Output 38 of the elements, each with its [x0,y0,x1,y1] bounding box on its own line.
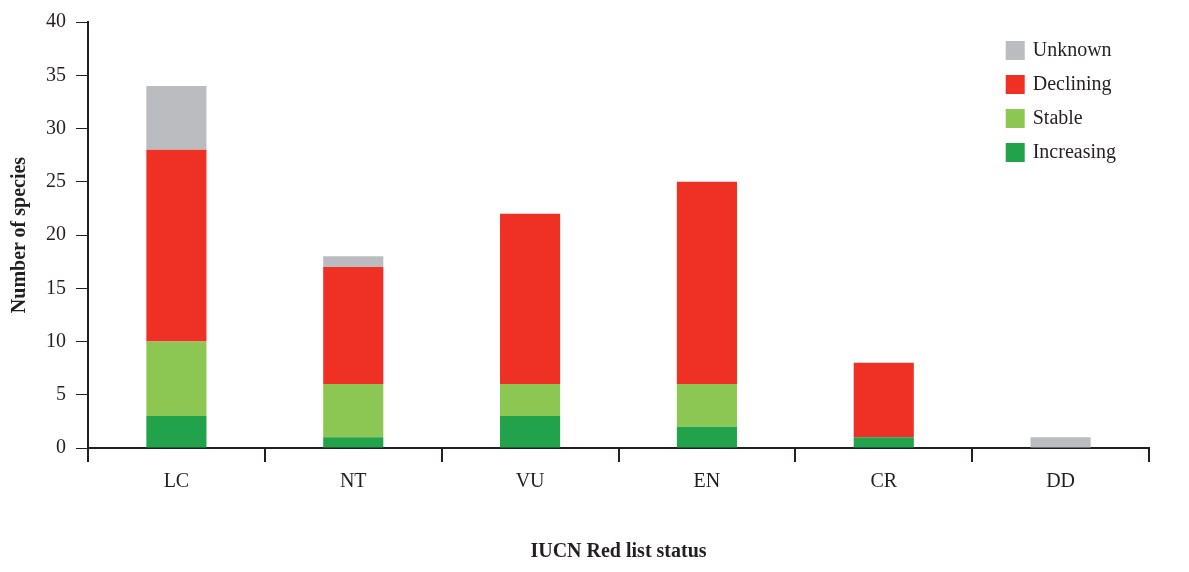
y-axis-title: Number of species [7,156,31,314]
bar [323,384,384,438]
y-tick-label: 15 [46,275,66,298]
x-axis-title: IUCN Red list status [530,539,707,562]
y-tick-label: 25 [46,169,66,191]
y-tick-label: 40 [46,9,66,32]
bar [500,213,561,385]
bar [146,416,207,448]
x-tick-label: EN [693,469,721,492]
bar [323,266,384,385]
bar [676,181,737,385]
bar [146,85,207,150]
x-tick-label: NT [339,469,367,492]
bar [146,149,207,342]
x-tick-label: VU [515,469,546,492]
bar [500,416,561,448]
bar [146,341,207,417]
legend-label: Unknown [1032,38,1112,61]
bar [853,362,914,438]
bar [323,437,384,448]
legend-label: Increasing [1032,140,1117,164]
legend-label: Stable [1032,106,1083,129]
bar [500,384,561,417]
bar [323,256,384,267]
y-tick-label: 5 [56,382,66,404]
y-tick-label: 0 [56,435,66,458]
x-tick-label: DD [1046,469,1076,492]
legend-label: Declining [1032,72,1112,96]
bar [676,426,737,448]
y-tick-label: 35 [46,62,66,85]
bar [853,437,914,448]
y-tick-label: 30 [46,115,66,138]
bar [676,384,737,427]
y-tick-label: 20 [46,222,66,245]
x-tick-label: CR [870,469,898,492]
y-tick-label: 10 [46,328,66,351]
bar [1030,437,1091,448]
x-tick-label: LC [163,469,190,492]
